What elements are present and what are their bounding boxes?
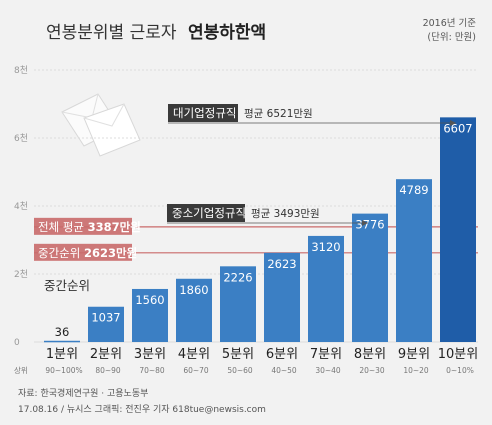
range-label: 90~100% [45, 366, 82, 375]
bar [396, 179, 432, 342]
reference-label-value: 2623만원 [84, 246, 137, 260]
range-label: 10~20 [403, 366, 429, 375]
callout-arrow-icon [362, 220, 368, 226]
bar [352, 213, 388, 342]
bar [440, 117, 476, 342]
category-label: 3분위 [134, 347, 166, 362]
bar-value-label: 3776 [355, 218, 384, 232]
category-label: 2분위 [90, 347, 122, 362]
reference-label-bg [34, 243, 132, 261]
range-prefix: 상위 [14, 365, 28, 375]
range-label: 80~90 [95, 366, 121, 375]
bar [220, 266, 256, 342]
bar-value-label: 3120 [311, 240, 340, 254]
callout-text: 평균 3493만원 [251, 208, 320, 220]
y-tick-label: 8천 [14, 65, 28, 76]
callout-box-label: 중소기업정규직 [172, 206, 246, 220]
chart-title-light: 연봉분위별 근로자 [46, 23, 177, 43]
bar-value-label: 2623 [267, 257, 296, 271]
callout-box [167, 204, 245, 222]
bar-value-label: 1560 [135, 293, 164, 307]
callout-arrow-icon [450, 120, 456, 126]
source-line-1: 자료: 한국경제연구원 · 고용노동부 [18, 387, 148, 399]
category-label: 9분위 [398, 347, 430, 362]
bar-value-label: 36 [55, 325, 70, 339]
bar-value-label: 4789 [399, 183, 428, 197]
bar-value-label: 1037 [91, 311, 120, 325]
reference-label-bg [34, 217, 132, 235]
y-tick-label: 2천 [14, 269, 28, 280]
unit-note: (단위: 만원) [427, 31, 476, 43]
category-label: 7분위 [310, 347, 342, 362]
bar [308, 235, 344, 342]
bar [264, 252, 300, 342]
range-label: 0~10% [446, 366, 474, 375]
reference-label-prefix: 전체 평균 [38, 220, 88, 234]
category-label: 5분위 [222, 347, 254, 362]
bar [88, 306, 124, 342]
bar [132, 288, 168, 342]
reference-label-prefix: 중간순위 [38, 246, 84, 260]
category-label: 4분위 [178, 347, 210, 362]
bars: 36 1037 1560 1860 2226 2623 3120 3776 4789 6607 [44, 117, 476, 343]
callout-box [168, 104, 238, 122]
chart-title-bold: 연봉하한액 [188, 23, 266, 43]
reference-label-text: 전체 평균 3387만원 [38, 220, 141, 234]
bar-value-label: 6607 [443, 121, 472, 135]
callout-box-label: 대기업정규직 [173, 106, 236, 120]
range-label: 20~30 [359, 366, 385, 375]
y-tick-label: 6천 [14, 133, 28, 144]
envelope-illustration [61, 93, 141, 157]
bar-value-label: 2226 [223, 270, 252, 284]
category-label: 10분위 [438, 347, 478, 362]
y-tick-label: 4천 [14, 201, 28, 212]
bar [176, 278, 212, 342]
category-label: 8분위 [354, 347, 386, 362]
reference-label: 전체 평균 3387만원 [34, 217, 141, 235]
category-label: 1분위 [46, 347, 78, 362]
reference-label-value: 3387만원 [88, 220, 141, 234]
range-label: 70~80 [139, 366, 165, 375]
category-label: 6분위 [266, 347, 298, 362]
basis-note: 2016년 기준 [423, 18, 477, 29]
range-label: 40~50 [271, 366, 297, 375]
bar-value-label: 1860 [179, 283, 208, 297]
y-tick-label: 0 [14, 338, 20, 348]
source-line-2: 17.08.16 / 뉴시스 그래픽: 전진우 기자 618tue@newsis… [18, 404, 266, 415]
median-label: 중간순위 [44, 278, 90, 293]
bar [44, 340, 80, 343]
reference-label: 중간순위 2623만원 [34, 243, 137, 261]
range-label: 50~60 [227, 366, 253, 375]
range-label: 60~70 [183, 366, 209, 375]
range-label: 30~40 [315, 366, 341, 375]
category-labels: 상위 1분위 90~100% 2분위 80~90 3분위 70~80 4분위 60~70 5분위 5… [14, 347, 478, 375]
callout-text: 평균 6521만원 [244, 108, 313, 120]
reference-label-text: 중간순위 2623만원 [38, 246, 137, 260]
